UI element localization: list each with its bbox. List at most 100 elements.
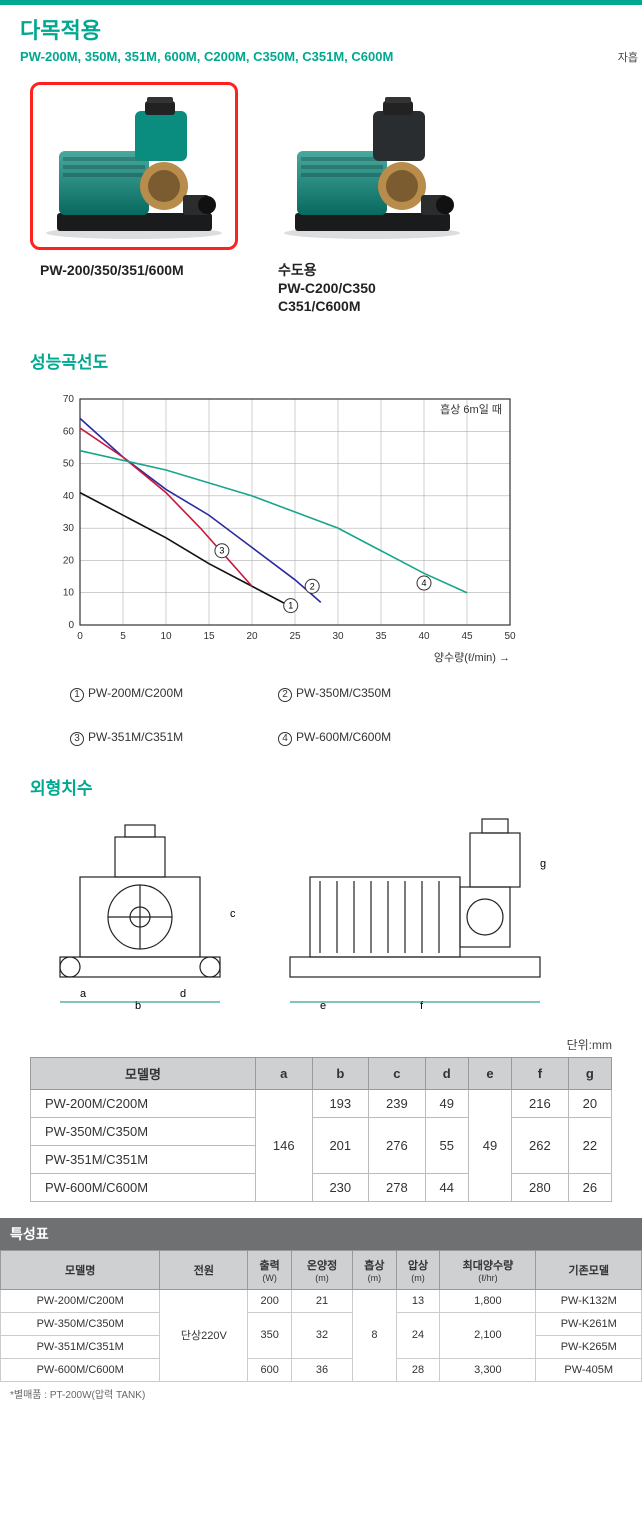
- dim-title: 외형치수: [0, 756, 642, 807]
- dim-model: PW-351M/C351M: [31, 1145, 256, 1173]
- spec-power: 단상220V: [160, 1289, 248, 1381]
- table-row: PW-600M/C600M2302784428026: [31, 1173, 612, 1201]
- dim-col-header: g: [568, 1057, 611, 1089]
- svg-text:4: 4: [421, 578, 426, 588]
- dim-cell: 239: [369, 1089, 426, 1117]
- spec-col-header: 전원: [160, 1250, 248, 1289]
- svg-text:20: 20: [246, 631, 258, 642]
- dim-cell: 216: [512, 1089, 569, 1117]
- spec-old: PW-405M: [536, 1358, 642, 1381]
- spec-table: 모델명전원출력(W)온양정(m)흡상(m)압상(m)최대양수량(ℓ/hr)기존모…: [0, 1250, 642, 1382]
- spec-flow: 3,300: [440, 1358, 536, 1381]
- spec-col-header: 압상(m): [396, 1250, 440, 1289]
- legend-item: 2PW-350M/C350M: [278, 686, 458, 702]
- spec-head: 21: [291, 1289, 352, 1312]
- svg-text:45: 45: [461, 631, 473, 642]
- dim-cell: 44: [425, 1173, 468, 1201]
- spec-col-header: 모델명: [1, 1250, 160, 1289]
- dim-cell: 276: [369, 1117, 426, 1173]
- spec-dis: 13: [396, 1289, 440, 1312]
- dim-cell: 262: [512, 1117, 569, 1173]
- dim-cell: 55: [425, 1117, 468, 1173]
- table-row: PW-200M/C200M단상220V200218131,800PW-K132M: [1, 1289, 642, 1312]
- dim-col-header: e: [468, 1057, 511, 1089]
- dim-col-header: c: [369, 1057, 426, 1089]
- svg-text:1: 1: [288, 600, 293, 610]
- table-row: PW-600M/C600M60036283,300PW-405M: [1, 1358, 642, 1381]
- product-card[interactable]: [268, 82, 476, 250]
- dim-col-header: f: [512, 1057, 569, 1089]
- product-label: 수도용PW-C200/C350 C351/C600M: [278, 261, 476, 316]
- spec-header: 특성표: [0, 1218, 642, 1250]
- svg-text:40: 40: [63, 490, 75, 501]
- model-list: PW-200M, 350M, 351M, 600M, C200M, C350M,…: [0, 49, 642, 68]
- dim-model: PW-350M/C350M: [31, 1117, 256, 1145]
- spec-model: PW-200M/C200M: [1, 1289, 160, 1312]
- svg-text:d: d: [180, 988, 186, 1000]
- spec-model: PW-600M/C600M: [1, 1358, 160, 1381]
- dim-cell: 20: [568, 1089, 611, 1117]
- dim-model: PW-200M/C200M: [31, 1089, 256, 1117]
- svg-text:10: 10: [160, 631, 172, 642]
- spec-suc: 8: [353, 1289, 397, 1381]
- spec-old: PW-K132M: [536, 1289, 642, 1312]
- spec-flow: 2,100: [440, 1312, 536, 1358]
- svg-text:2: 2: [310, 581, 315, 591]
- dim-cell: 26: [568, 1173, 611, 1201]
- svg-text:50: 50: [504, 631, 516, 642]
- table-row: PW-200M/C200M146193239494921620: [31, 1089, 612, 1117]
- page-title: 다목적용: [0, 5, 642, 49]
- dim-cell: 22: [568, 1117, 611, 1173]
- dim-cell: 278: [369, 1173, 426, 1201]
- spec-dis: 28: [396, 1358, 440, 1381]
- dim-cell: 193: [312, 1089, 369, 1117]
- svg-text:35: 35: [375, 631, 387, 642]
- spec-head: 36: [291, 1358, 352, 1381]
- spec-old: PW-K265M: [536, 1335, 642, 1358]
- svg-text:5: 5: [120, 631, 126, 642]
- spec-out: 350: [248, 1312, 292, 1358]
- spec-col-header: 기존모델: [536, 1250, 642, 1289]
- svg-text:40: 40: [418, 631, 430, 642]
- spec-out: 200: [248, 1289, 292, 1312]
- legend-item: 4PW-600M/C600M: [278, 730, 458, 746]
- svg-text:50: 50: [63, 458, 75, 469]
- table-row: PW-350M/C350M2012765526222: [31, 1117, 612, 1145]
- svg-text:70: 70: [63, 394, 75, 405]
- unit-label: 단위:mm: [0, 1032, 642, 1053]
- spec-col-header: 온양정(m): [291, 1250, 352, 1289]
- svg-text:10: 10: [63, 587, 75, 598]
- product-label: PW-200/350/351/600M: [40, 261, 238, 279]
- dim-cell: 146: [255, 1089, 312, 1201]
- svg-text:30: 30: [63, 523, 75, 534]
- svg-text:0: 0: [68, 620, 74, 631]
- spec-col-header: 흡상(m): [353, 1250, 397, 1289]
- svg-text:양수량(ℓ/min) →: 양수량(ℓ/min) →: [434, 651, 510, 664]
- dim-cell: 49: [425, 1089, 468, 1117]
- spec-col-header: 최대양수량(ℓ/hr): [440, 1250, 536, 1289]
- legend-item: 3PW-351M/C351M: [70, 730, 250, 746]
- footnote: *별매품 : PT-200W(압력 TANK): [0, 1382, 642, 1405]
- chart-legend: 1PW-200M/C200M 2PW-350M/C350M 3PW-351M/C35…: [0, 676, 642, 756]
- dim-model: PW-600M/C600M: [31, 1173, 256, 1201]
- spec-model: PW-351M/C351M: [1, 1335, 160, 1358]
- spec-col-header: 출력(W): [248, 1250, 292, 1289]
- product-row: PW-200/350/351/600M 수도용PW-C200/C350 C351…: [0, 68, 642, 330]
- svg-text:60: 60: [63, 426, 75, 437]
- svg-text:g: g: [540, 858, 546, 870]
- spec-dis: 24: [396, 1312, 440, 1358]
- spec-head: 32: [291, 1312, 352, 1358]
- legend-item: 1PW-200M/C200M: [70, 686, 250, 702]
- svg-text:0: 0: [77, 631, 83, 642]
- dim-col-header: a: [255, 1057, 312, 1089]
- dimension-table: 모델명abcdefgPW-200M/C200M14619323949492162…: [30, 1057, 612, 1202]
- svg-text:25: 25: [289, 631, 301, 642]
- side-label: 자흡: [618, 49, 638, 65]
- dimension-diagram: abcdefg: [30, 807, 590, 1027]
- spec-flow: 1,800: [440, 1289, 536, 1312]
- svg-text:c: c: [230, 908, 236, 920]
- dim-cell: 49: [468, 1089, 511, 1201]
- table-row: PW-350M/C350M35032242,100PW-K261M: [1, 1312, 642, 1335]
- product-card[interactable]: [30, 82, 238, 250]
- svg-text:15: 15: [203, 631, 215, 642]
